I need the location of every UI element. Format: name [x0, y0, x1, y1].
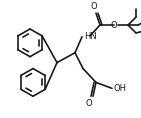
Text: O: O	[91, 2, 97, 11]
Text: HN: HN	[84, 32, 97, 41]
Text: OH: OH	[114, 84, 127, 93]
Text: O: O	[86, 99, 92, 108]
Text: O: O	[111, 21, 117, 30]
